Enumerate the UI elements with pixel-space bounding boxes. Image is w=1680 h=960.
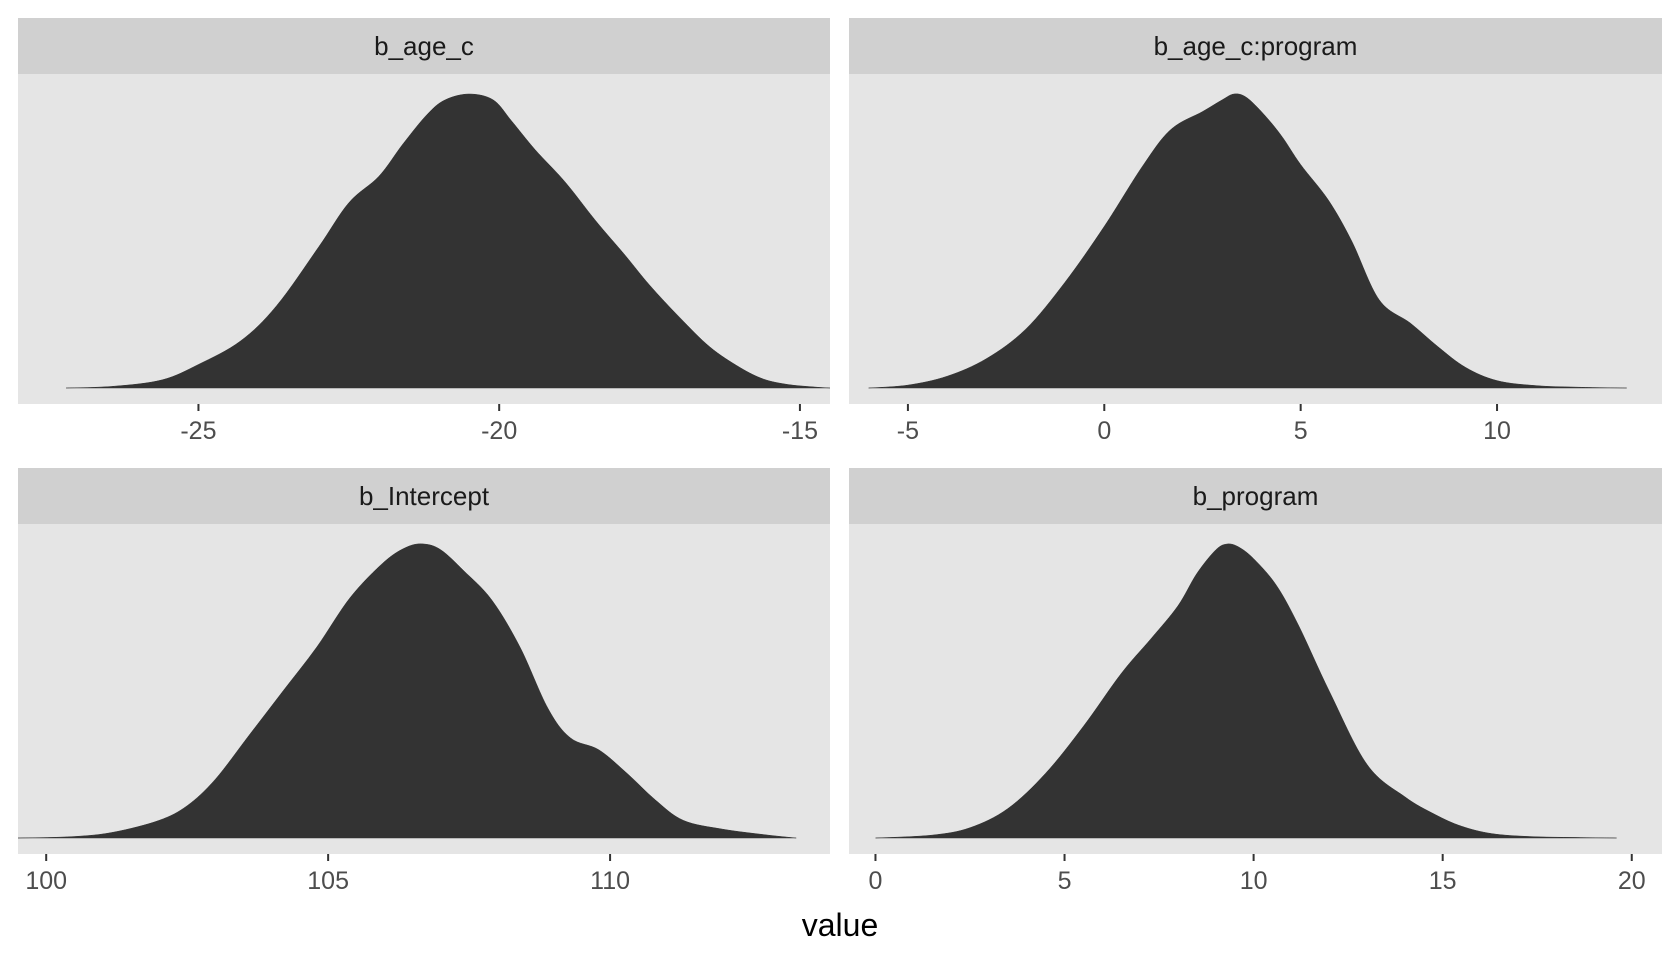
facet-strip (849, 468, 1662, 524)
x-tick-label: 20 (1618, 867, 1646, 895)
facet-strip (849, 18, 1662, 74)
density-area (875, 543, 1617, 839)
x-tick-label: -15 (782, 417, 818, 445)
facet-panel-3: b_program 0 5 10 15 20 (849, 468, 1662, 895)
facet-panel-2: b_Intercept 100 105 110 (17, 468, 830, 895)
x-tick-label: 15 (1429, 867, 1457, 895)
x-tick-label: 100 (25, 867, 67, 895)
x-tick-label: 110 (590, 867, 630, 895)
facet-strip-label: b_age_c (374, 31, 474, 61)
facet-strip-label: b_age_c:program (1154, 31, 1358, 61)
x-tick-label: 0 (869, 867, 883, 895)
x-tick-label: -25 (180, 417, 216, 445)
facet-strip (18, 468, 830, 524)
x-tick-label: 10 (1483, 417, 1511, 445)
x-tick-label: 5 (1058, 867, 1072, 895)
facet-panel-1: b_age_c:program -5 0 5 10 (849, 18, 1662, 445)
facet-strip-label: b_program (1193, 481, 1319, 511)
x-tick-label: -5 (897, 417, 919, 445)
x-tick-label: 10 (1240, 867, 1268, 895)
facet-panel-0: b_age_c -25 -20 -15 (18, 18, 831, 445)
x-tick-label: -20 (481, 417, 517, 445)
density-area (868, 93, 1627, 389)
density-area (66, 93, 831, 389)
x-tick-label: 0 (1097, 417, 1111, 445)
x-axis-title: value (802, 907, 879, 943)
facet-strip (18, 18, 830, 74)
x-tick-label: 105 (307, 867, 349, 895)
facet-strip-label: b_Intercept (359, 481, 490, 511)
x-tick-label: 5 (1294, 417, 1308, 445)
density-area (17, 543, 797, 839)
